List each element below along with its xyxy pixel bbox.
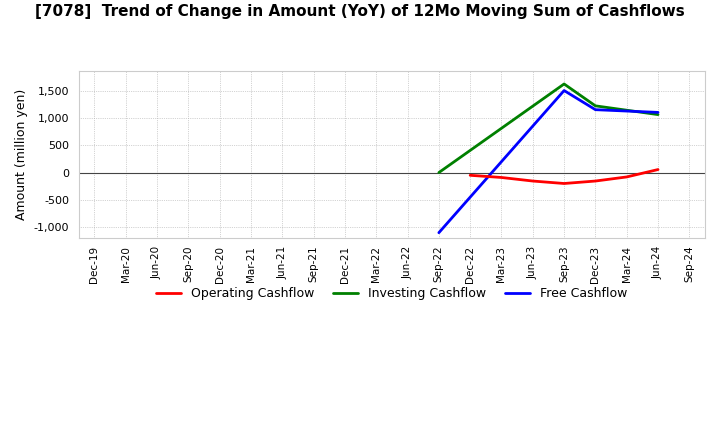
Line: Investing Cashflow: Investing Cashflow <box>439 84 658 172</box>
Free Cashflow <box>559 88 568 93</box>
Text: [7078]  Trend of Change in Amount (YoY) of 12Mo Moving Sum of Cashflows: [7078] Trend of Change in Amount (YoY) o… <box>35 4 685 19</box>
Operating Cashflow <box>528 178 537 183</box>
Operating Cashflow <box>466 172 474 178</box>
Investing Cashflow <box>435 170 444 175</box>
Line: Free Cashflow: Free Cashflow <box>439 91 658 233</box>
Operating Cashflow <box>622 174 631 180</box>
Investing Cashflow <box>654 112 662 117</box>
Legend: Operating Cashflow, Investing Cashflow, Free Cashflow: Operating Cashflow, Investing Cashflow, … <box>151 282 633 305</box>
Investing Cashflow <box>591 103 600 109</box>
Operating Cashflow <box>497 175 505 180</box>
Investing Cashflow <box>559 81 568 87</box>
Free Cashflow <box>591 107 600 112</box>
Free Cashflow <box>654 110 662 115</box>
Operating Cashflow <box>654 167 662 172</box>
Y-axis label: Amount (million yen): Amount (million yen) <box>15 89 28 220</box>
Free Cashflow <box>435 230 444 235</box>
Line: Operating Cashflow: Operating Cashflow <box>470 169 658 183</box>
Operating Cashflow <box>591 178 600 183</box>
Operating Cashflow <box>559 181 568 186</box>
